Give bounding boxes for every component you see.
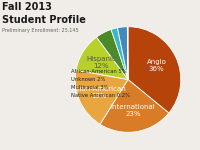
Text: African-American 5%: African-American 5% — [71, 69, 127, 74]
Text: Unknown 2%: Unknown 2% — [71, 77, 105, 82]
Wedge shape — [100, 80, 169, 132]
Wedge shape — [75, 70, 128, 124]
Text: International
23%: International 23% — [111, 104, 156, 117]
Wedge shape — [127, 27, 128, 80]
Text: Multiracial 3%: Multiracial 3% — [71, 85, 108, 90]
Wedge shape — [111, 28, 128, 80]
Text: Preliminary Enrollment: 25,145: Preliminary Enrollment: 25,145 — [2, 28, 79, 33]
Wedge shape — [117, 27, 128, 80]
Text: Fall 2013: Fall 2013 — [2, 2, 52, 12]
Text: Anglo
36%: Anglo 36% — [147, 59, 167, 72]
Wedge shape — [128, 27, 181, 113]
Text: Native American 0.2%: Native American 0.2% — [71, 93, 130, 98]
Wedge shape — [76, 37, 128, 80]
Text: Student Profile: Student Profile — [2, 15, 86, 25]
Wedge shape — [96, 30, 128, 80]
Text: Hispanic
12%: Hispanic 12% — [86, 56, 116, 69]
Text: Asian-American
19%: Asian-American 19% — [72, 86, 126, 99]
